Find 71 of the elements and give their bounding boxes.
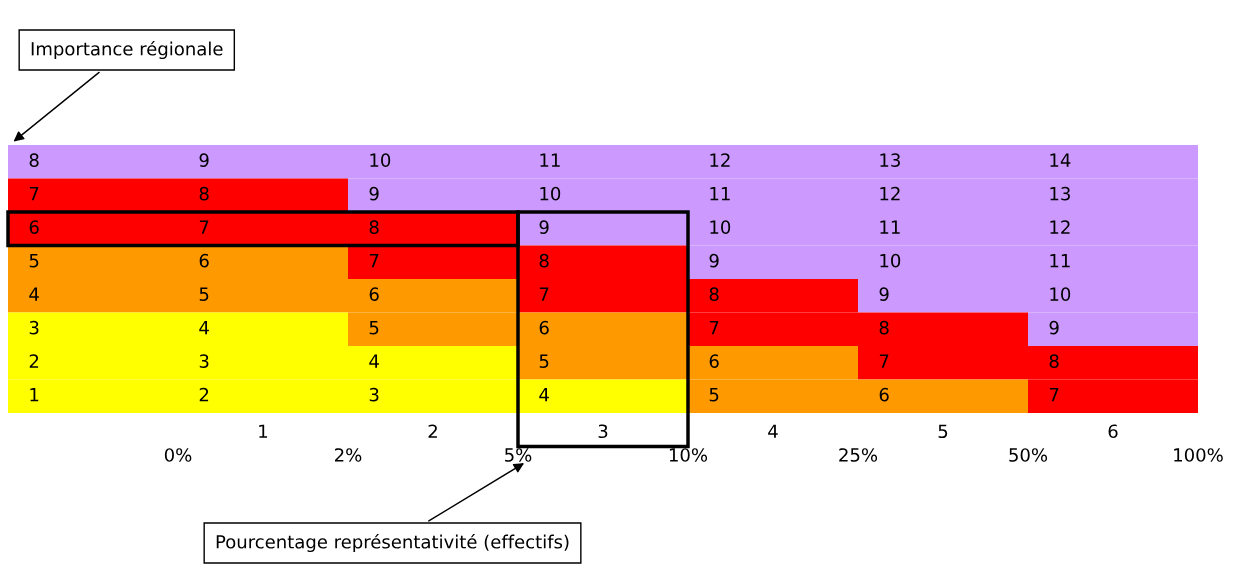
data-label: 9	[199, 153, 209, 167]
data-label: 7	[879, 354, 889, 368]
data-label: 8	[709, 287, 719, 301]
data-label: 6	[369, 287, 379, 301]
data-label: 9	[539, 220, 549, 234]
data-label: 1	[30, 388, 39, 402]
x-tick-label: 6	[1108, 424, 1118, 439]
data-label: 8	[369, 220, 379, 234]
x-tick-label: 2	[428, 424, 437, 438]
data-label: 8	[1049, 354, 1059, 368]
data-label: 6	[199, 253, 209, 268]
data-label: 2	[199, 387, 209, 402]
data-label: 13	[1050, 186, 1070, 201]
data-label: 10	[710, 220, 731, 234]
data-label: 6	[539, 320, 549, 335]
text: 10%	[669, 448, 708, 462]
data-label: 11	[710, 187, 730, 201]
data-label: 6	[879, 387, 889, 402]
data-label: 5	[369, 321, 379, 335]
data-label: 4	[199, 321, 209, 335]
data-label: 8	[199, 186, 209, 201]
text: Importance régionale	[31, 40, 223, 60]
data-label: 2	[29, 354, 39, 368]
x-tick-label: 1	[259, 424, 268, 438]
data-label: 7	[539, 287, 549, 301]
x-tick-label: 4	[768, 424, 778, 438]
data-label: 6	[29, 220, 39, 234]
data-label: 12	[880, 186, 900, 201]
data-label: 7	[369, 254, 379, 268]
data-label: 5	[199, 287, 209, 301]
data-label: 12	[710, 153, 730, 167]
data-label: 10	[370, 153, 391, 167]
data-label: 7	[29, 187, 39, 201]
data-label: 5	[709, 388, 719, 402]
data-label: 10	[880, 253, 901, 268]
data-label: 5	[539, 354, 549, 368]
data-label: 10	[540, 186, 561, 201]
data-label: 9	[369, 186, 379, 201]
x-tick-label: 3	[598, 424, 608, 439]
data-label: 8	[539, 253, 549, 268]
data-label: 11	[1050, 254, 1070, 268]
data-label: 13	[880, 153, 900, 167]
text: 25%	[839, 448, 878, 462]
data-label: 3	[199, 354, 209, 368]
data-label: 14	[1050, 153, 1071, 167]
data-label: 4	[539, 388, 549, 402]
data-label: 3	[29, 320, 39, 335]
data-label: 8	[29, 153, 39, 167]
text: 2%	[335, 448, 362, 462]
text: 50%	[1009, 448, 1048, 462]
data-label: 7	[1049, 388, 1059, 402]
text: Pourcentage représentativité (effectifs)	[216, 533, 569, 553]
data-label: 9	[1049, 320, 1059, 335]
data-label: 7	[199, 220, 209, 234]
data-label: 11	[540, 153, 560, 167]
data-label: 6	[709, 354, 719, 368]
text: 5%	[505, 448, 532, 462]
data-label: 12	[1050, 220, 1070, 234]
data-label: 11	[880, 220, 900, 234]
data-label: 3	[369, 387, 379, 402]
data-label: 9	[879, 287, 889, 301]
data-label: 5	[29, 254, 39, 268]
x-tick-label: 5	[938, 424, 948, 439]
data-label: 10	[1050, 287, 1071, 301]
data-label: 4	[369, 354, 379, 368]
text: 100%	[1174, 448, 1223, 462]
data-label: 9	[709, 253, 719, 268]
text: 0%	[164, 448, 192, 462]
data-label: 4	[29, 287, 39, 301]
data-label: 8	[879, 320, 889, 335]
data-label: 7	[709, 321, 719, 335]
